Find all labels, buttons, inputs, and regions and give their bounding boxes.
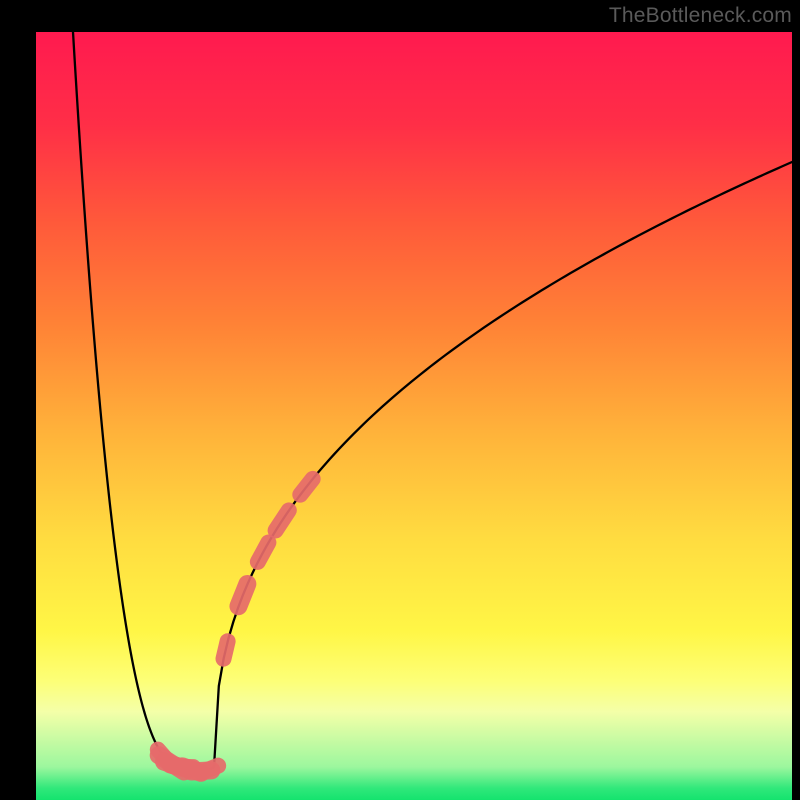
curve-marker bbox=[224, 641, 228, 659]
curve-layer bbox=[36, 32, 792, 800]
curve-marker bbox=[258, 543, 269, 562]
plot-area bbox=[36, 32, 792, 800]
marker-group bbox=[158, 479, 313, 773]
curve-marker bbox=[201, 766, 218, 773]
chart-root: TheBottleneck.com bbox=[0, 0, 800, 800]
watermark-text: TheBottleneck.com bbox=[609, 4, 792, 28]
bottleneck-curve bbox=[73, 32, 792, 771]
curve-marker bbox=[276, 510, 289, 530]
curve-marker bbox=[300, 479, 312, 495]
curve-marker bbox=[238, 584, 247, 606]
